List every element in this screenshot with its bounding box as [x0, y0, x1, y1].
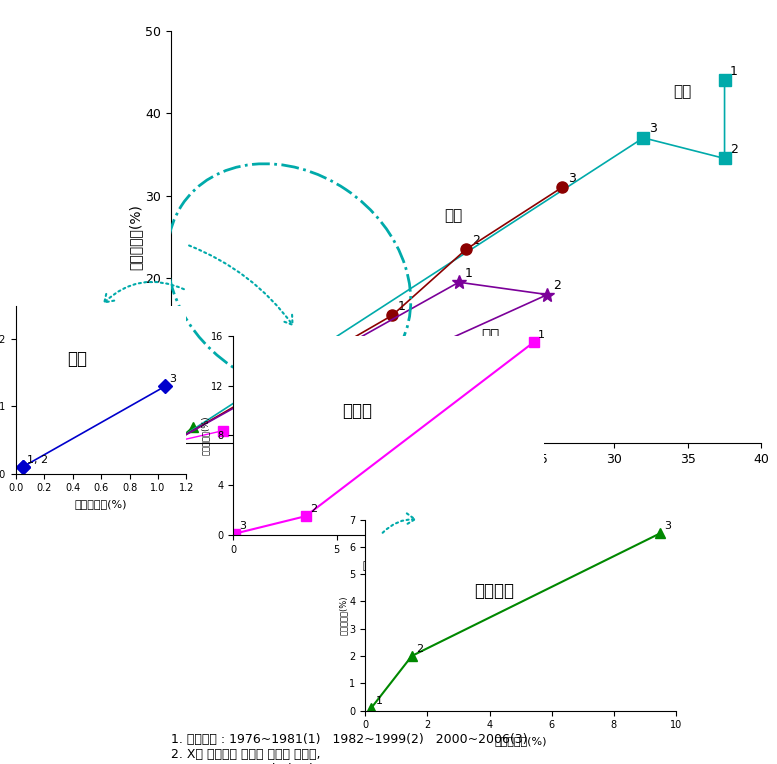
X-axis label: 특허점유율(%): 특허점유율(%): [494, 736, 547, 746]
Text: 3: 3: [398, 349, 406, 362]
X-axis label: 특허점유율(%): 특허점유율(%): [75, 499, 127, 509]
Text: 2: 2: [553, 279, 561, 292]
X-axis label: 특허점유율(%): 특허점유율(%): [362, 560, 415, 570]
Text: 스웨덴: 스웨덴: [342, 402, 372, 419]
Text: 3: 3: [169, 374, 176, 384]
Text: 이탈리아: 이탈리아: [474, 582, 514, 600]
Text: 2: 2: [310, 504, 317, 514]
Text: 한국: 한국: [67, 351, 87, 368]
Text: 1, 2: 1, 2: [27, 455, 48, 465]
Text: 2: 2: [730, 143, 738, 156]
Text: 1. 분석구간 : 1976~1981(1)   1982~1999(2)   2000~2006(3)
2. X축 전체특허 중에서 국가별 점유율,
   : 1. 분석구간 : 1976~1981(1) 1982~1999(2) 2000…: [171, 733, 528, 764]
Text: 2: 2: [416, 644, 423, 654]
Text: 1: 1: [465, 267, 472, 280]
Text: 일본: 일본: [444, 209, 462, 223]
Text: 1: 1: [730, 64, 738, 77]
Text: 3: 3: [568, 172, 576, 185]
Text: 독일: 독일: [481, 328, 499, 343]
Y-axis label: 인용점유율(%): 인용점유율(%): [200, 416, 210, 455]
Text: 미국: 미국: [673, 85, 691, 99]
Y-axis label: 인용점유율(%): 인용점유율(%): [128, 204, 142, 270]
X-axis label: 특허점유율(%): 특허점유율(%): [434, 471, 499, 485]
Text: 2: 2: [472, 234, 479, 247]
Text: 1: 1: [398, 299, 406, 312]
Text: 3: 3: [664, 521, 671, 531]
Text: 3: 3: [649, 122, 657, 135]
Text: 3: 3: [239, 521, 246, 532]
Text: 1: 1: [375, 696, 382, 706]
Y-axis label: 인용점유율(%): 인용점유율(%): [339, 595, 348, 635]
Text: 1: 1: [538, 330, 545, 340]
